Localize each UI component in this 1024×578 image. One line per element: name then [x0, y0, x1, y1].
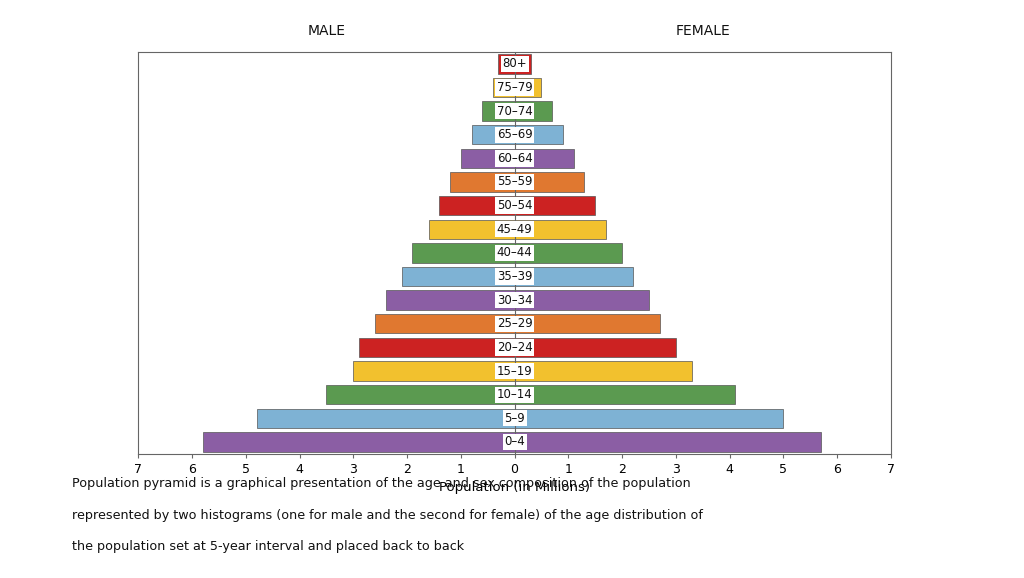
Bar: [256, 409, 514, 428]
Bar: [327, 385, 514, 405]
Text: 10–14: 10–14: [497, 388, 532, 401]
Text: 80+: 80+: [502, 57, 527, 71]
Bar: [514, 291, 649, 310]
Text: 0–4: 0–4: [504, 435, 525, 449]
Text: 45–49: 45–49: [497, 223, 532, 236]
Text: 70–74: 70–74: [497, 105, 532, 117]
Bar: [514, 125, 563, 144]
Bar: [514, 432, 821, 451]
Bar: [450, 172, 514, 192]
Bar: [514, 220, 606, 239]
X-axis label: Population (in Millions): Population (in Millions): [439, 481, 590, 494]
Bar: [514, 338, 676, 357]
Bar: [482, 101, 514, 121]
Bar: [439, 196, 514, 215]
Bar: [461, 149, 514, 168]
Bar: [413, 243, 514, 262]
Bar: [428, 220, 514, 239]
Bar: [514, 149, 573, 168]
Text: 55–59: 55–59: [497, 176, 532, 188]
Bar: [514, 78, 542, 97]
Bar: [514, 172, 585, 192]
Bar: [514, 196, 595, 215]
Bar: [514, 361, 692, 381]
Text: 65–69: 65–69: [497, 128, 532, 141]
Bar: [514, 385, 735, 405]
Text: 20–24: 20–24: [497, 341, 532, 354]
Text: 30–34: 30–34: [497, 294, 532, 307]
Bar: [375, 314, 514, 334]
Bar: [514, 267, 633, 286]
Bar: [514, 409, 783, 428]
Text: 5–9: 5–9: [504, 412, 525, 425]
Bar: [514, 243, 622, 262]
Text: the population set at 5-year interval and placed back to back: the population set at 5-year interval an…: [72, 540, 464, 553]
Bar: [493, 78, 514, 97]
Text: 40–44: 40–44: [497, 246, 532, 260]
Bar: [203, 432, 514, 451]
Bar: [499, 54, 514, 73]
Bar: [401, 267, 514, 286]
Text: 35–39: 35–39: [497, 270, 532, 283]
Text: 15–19: 15–19: [497, 365, 532, 377]
Text: 75–79: 75–79: [497, 81, 532, 94]
Text: Population pyramid is a graphical presentation of the age and sex composition of: Population pyramid is a graphical presen…: [72, 477, 690, 490]
Bar: [385, 291, 514, 310]
Bar: [514, 101, 552, 121]
Bar: [514, 314, 659, 334]
Text: 25–29: 25–29: [497, 317, 532, 330]
Bar: [471, 125, 514, 144]
Bar: [514, 54, 530, 73]
Text: 50–54: 50–54: [497, 199, 532, 212]
Text: FEMALE: FEMALE: [676, 24, 730, 38]
Text: MALE: MALE: [307, 24, 345, 38]
Bar: [358, 338, 514, 357]
Bar: [353, 361, 514, 381]
Text: represented by two histograms (one for male and the second for female) of the ag: represented by two histograms (one for m…: [72, 509, 702, 521]
Text: 60–64: 60–64: [497, 152, 532, 165]
